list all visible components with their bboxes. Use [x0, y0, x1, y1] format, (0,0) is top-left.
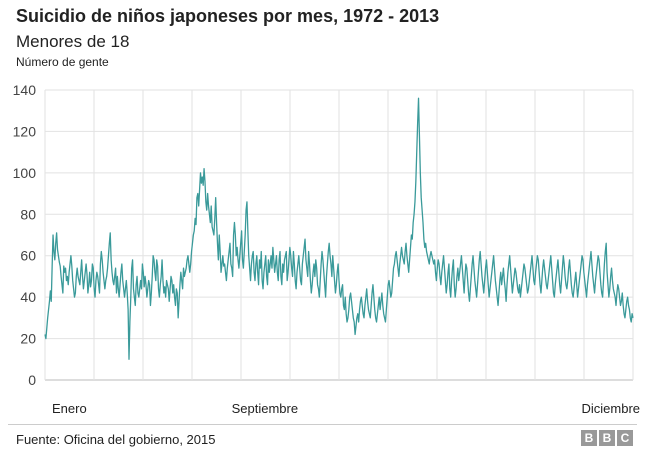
chart-subtitle: Menores de 18	[16, 32, 130, 51]
data-series	[44, 97, 634, 360]
footer-divider	[8, 424, 637, 425]
y-tick-label: 120	[13, 123, 37, 139]
bbc-logo-letter-b2: B	[599, 430, 615, 446]
y-tick-label: 40	[20, 289, 36, 305]
series-line	[44, 97, 634, 360]
y-tick-label: 60	[20, 248, 36, 264]
bbc-logo-letter-b1: B	[581, 430, 597, 446]
x-tick-label-diciembre: Diciembre	[581, 401, 640, 416]
y-tick-label: 140	[13, 82, 37, 98]
x-tick-label-septiembre: Septiembre	[232, 401, 298, 416]
grid-lines	[44, 89, 634, 381]
source-note: Fuente: Oficina del gobierno, 2015	[16, 432, 216, 447]
y-tick-labels: 0 20 40 60 80 100 120 140	[13, 82, 37, 388]
bbc-logo: B B C	[581, 430, 633, 446]
y-tick-label: 100	[13, 165, 37, 181]
chart-title: Suicidio de niños japoneses por mes, 197…	[16, 6, 440, 26]
y-tick-label: 20	[20, 331, 36, 347]
y-axis-label: Número de gente	[16, 55, 109, 69]
bbc-logo-letter-c: C	[617, 430, 633, 446]
x-tick-label-enero: Enero	[52, 401, 87, 416]
y-tick-label: 0	[28, 372, 36, 388]
y-tick-label: 80	[20, 206, 36, 222]
x-tick-labels: Enero Septiembre Diciembre	[52, 401, 640, 416]
